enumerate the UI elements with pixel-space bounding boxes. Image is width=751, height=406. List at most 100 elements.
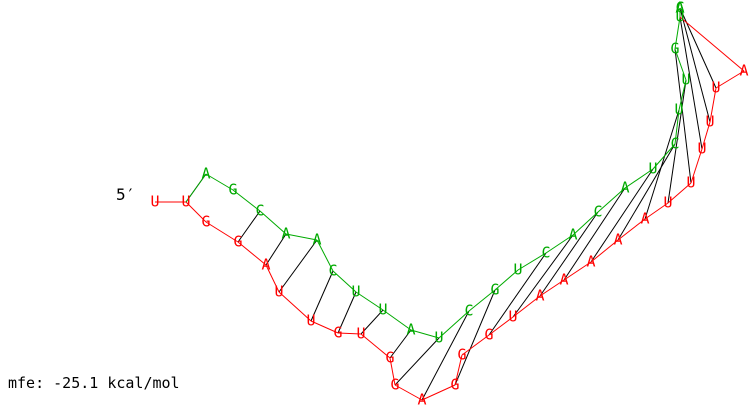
base-pair-bond <box>679 7 711 123</box>
green-nucleotide: U <box>681 71 690 89</box>
green-backbone-segment <box>494 269 519 291</box>
base-pair-bond <box>644 109 680 220</box>
base-pair-bond <box>488 252 547 336</box>
base-pair-bond <box>337 291 357 334</box>
green-nucleotide: U <box>674 101 683 119</box>
red-nucleotide: G <box>484 326 493 344</box>
base-pair-bond <box>454 289 496 386</box>
green-backbone-segment <box>517 252 547 271</box>
red-nucleotide: U <box>697 140 706 158</box>
green-nucleotide: U <box>434 329 443 347</box>
green-backbone-segment <box>382 309 412 331</box>
green-nucleotide: A <box>675 0 684 17</box>
red-nucleotide: G <box>201 213 210 231</box>
red-nucleotide: A <box>613 231 622 249</box>
green-nucleotide: U <box>378 301 387 319</box>
green-nucleotide: G <box>670 40 679 58</box>
green-backbone-segment <box>597 187 626 213</box>
red-backbone-segment <box>360 333 391 359</box>
base-pair-bond <box>539 211 599 297</box>
red-backbone-segment <box>690 148 703 184</box>
red-backbone-segment <box>644 202 669 220</box>
red-backbone-segment <box>310 320 339 334</box>
red-nucleotide: A <box>261 256 270 274</box>
base-pair-bond <box>421 310 470 401</box>
red-backbone-segment <box>237 241 267 266</box>
red-backbone-segment <box>185 201 207 223</box>
green-nucleotide: G <box>228 181 237 199</box>
mfe-energy-label: mfe: -25.1 kcal/mol <box>8 374 180 392</box>
green-nucleotide: C <box>541 244 550 262</box>
red-backbone-segment <box>617 218 646 241</box>
green-backbone-segment <box>355 291 384 311</box>
red-nucleotide: U <box>508 308 517 326</box>
red-nucleotide: U <box>705 113 714 131</box>
green-backbone-segment <box>674 48 687 81</box>
red-nucleotide: U <box>686 174 695 192</box>
green-backbone-segment <box>232 189 261 212</box>
green-nucleotide: C <box>670 135 679 153</box>
green-nucleotide: C <box>675 0 684 17</box>
red-backbone-segment <box>512 295 541 318</box>
green-backbone-segment <box>468 289 496 312</box>
base-pair-bond <box>679 7 717 89</box>
green-backbone-segment <box>332 270 357 293</box>
red-backbone-segment <box>590 239 619 263</box>
strand-link <box>679 16 745 72</box>
green-nucleotide: A <box>675 0 684 17</box>
red-nucleotide: U <box>356 325 365 343</box>
base-pair-bond <box>265 233 287 266</box>
green-nucleotide: C <box>328 262 337 280</box>
red-backbone-segment <box>715 70 745 89</box>
red-nucleotide: A <box>586 253 595 271</box>
red-backbone-segment <box>563 261 592 281</box>
red-nucleotide: G <box>233 233 242 251</box>
green-nucleotide: U <box>351 283 360 301</box>
base-pair-bond <box>563 187 626 281</box>
green-backbone-segment <box>316 239 334 272</box>
red-backbone-segment <box>488 316 514 336</box>
red-backbone-segment <box>454 354 463 386</box>
base-pair-bond <box>590 168 654 263</box>
red-nucleotide: G <box>457 346 466 364</box>
red-nucleotide: A <box>640 210 649 228</box>
red-nucleotide: U <box>274 283 283 301</box>
green-backbone-segment <box>678 79 687 111</box>
green-backbone-segment <box>572 211 599 236</box>
green-nucleotide: A <box>312 231 321 249</box>
green-nucleotide: A <box>281 225 290 243</box>
base-pair-bond <box>278 239 318 293</box>
red-backbone-segment <box>337 332 362 335</box>
base-pair-bond <box>667 79 687 204</box>
red-backbone-segment <box>389 357 396 386</box>
green-nucleotide: C <box>593 203 602 221</box>
green-nucleotide: A <box>406 321 415 339</box>
red-nucleotide: G <box>333 324 342 342</box>
red-backbone-segment <box>667 182 692 204</box>
red-nucleotide: U <box>711 79 720 97</box>
green-nucleotide: U <box>648 160 657 178</box>
green-backbone-segment <box>545 234 574 254</box>
red-nucleotide: U <box>150 193 159 211</box>
base-pair-bond <box>394 337 440 386</box>
green-backbone-segment <box>674 16 681 50</box>
red-nucleotide: U <box>663 194 672 212</box>
red-backbone-segment <box>701 121 711 150</box>
green-backbone-segment <box>205 173 234 191</box>
green-nucleotide: A <box>201 165 210 183</box>
green-backbone-segment <box>259 210 287 235</box>
red-nucleotide: G <box>450 376 459 394</box>
red-nucleotide: A <box>535 287 544 305</box>
green-backbone-segment <box>674 109 680 145</box>
five-prime-label: 5′ <box>116 185 136 204</box>
base-pair-bond <box>389 329 412 359</box>
green-nucleotide: A <box>675 0 684 17</box>
green-nucleotide: A <box>568 226 577 244</box>
red-backbone-segment <box>539 279 565 297</box>
red-nucleotide: A <box>559 271 568 289</box>
red-nucleotide: U <box>181 193 190 211</box>
green-nucleotide: U <box>675 8 684 26</box>
green-nucleotide: C <box>255 202 264 220</box>
strand-link <box>185 173 207 203</box>
